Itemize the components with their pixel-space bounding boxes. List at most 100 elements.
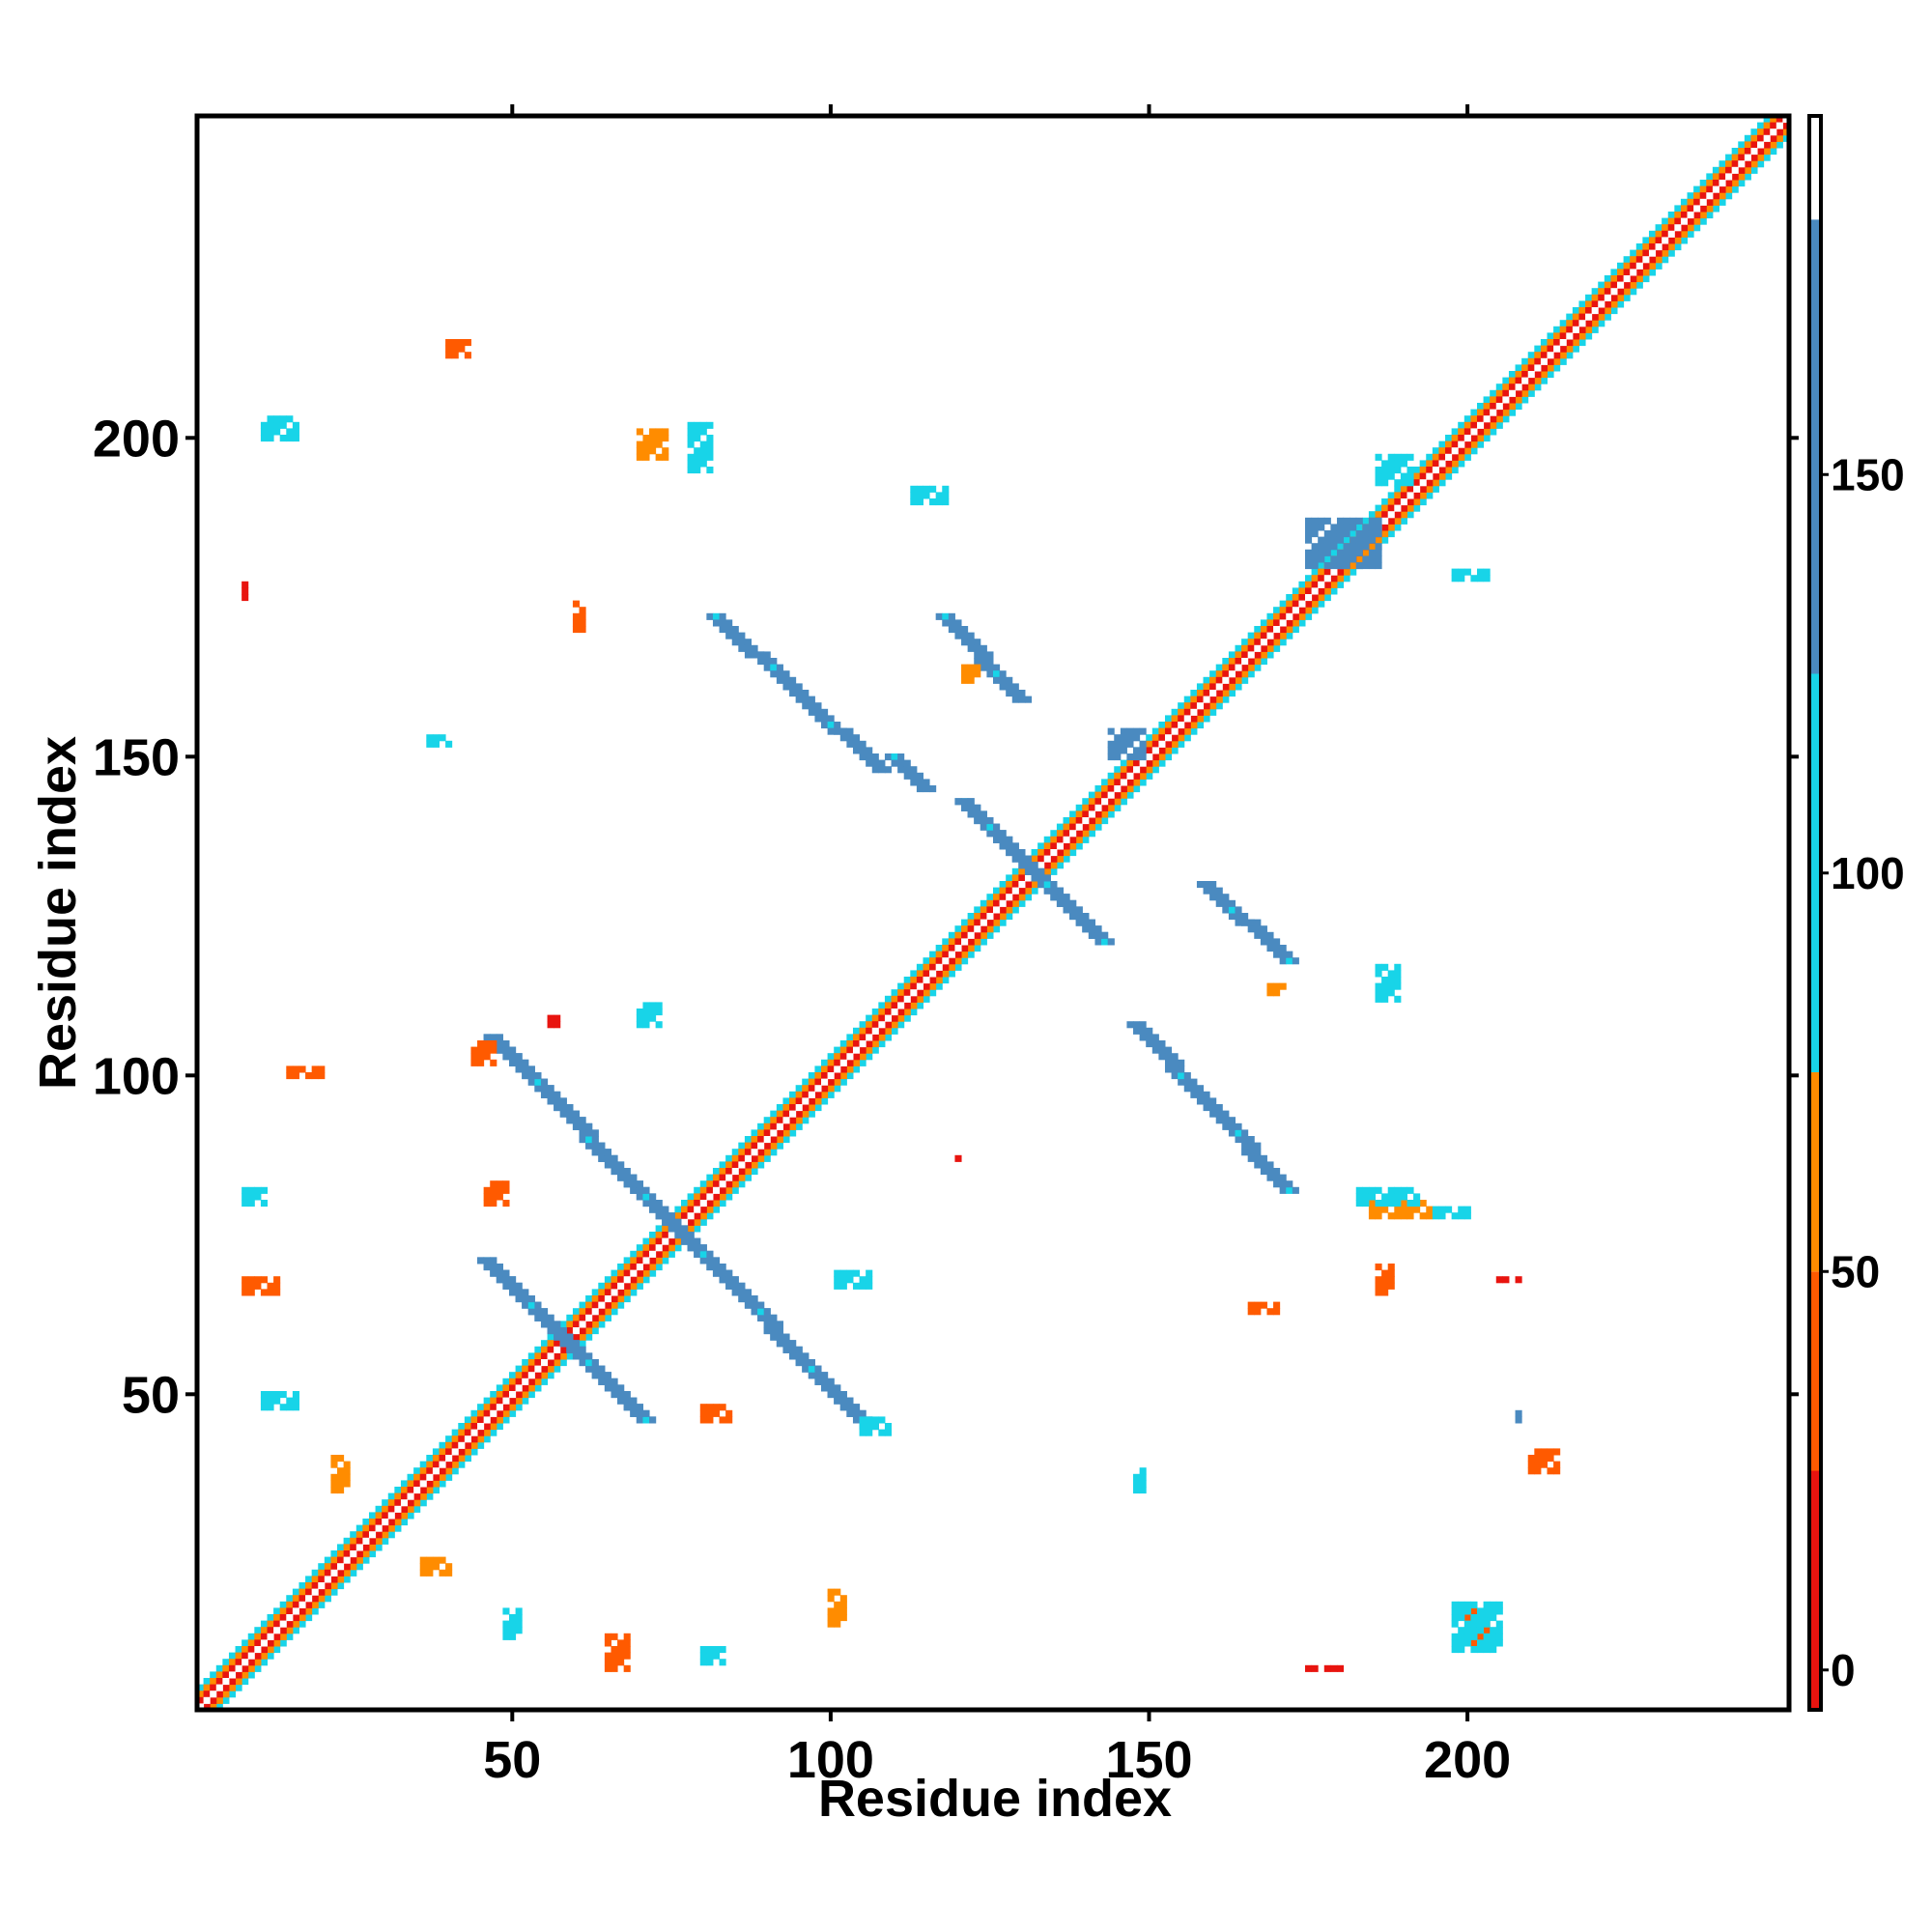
contact-cluster-cell — [1463, 1206, 1471, 1213]
contact-cluster-cell — [827, 1595, 835, 1603]
diagonal-cell — [470, 1423, 478, 1431]
diagonal-cell — [712, 1206, 721, 1213]
contact-cluster-cell — [866, 1423, 873, 1431]
diagonal-cell — [1757, 122, 1765, 129]
strand-contact-cell — [1203, 881, 1210, 889]
contact-cluster-cell — [1451, 568, 1459, 576]
contact-cluster-cell — [1323, 549, 1331, 556]
contact-cluster-cell — [699, 1404, 707, 1411]
strand-contact-cell — [694, 1244, 701, 1252]
diagonal-cell — [795, 1091, 803, 1098]
diagonal-cell — [554, 1359, 561, 1367]
diagonal-cell — [1298, 581, 1306, 588]
diagonal-cell — [1566, 339, 1574, 347]
diagonal-cell — [1776, 141, 1783, 149]
diagonal-cell — [451, 1461, 459, 1468]
diagonal-cell — [1712, 205, 1719, 213]
strand-contact-cell — [802, 690, 810, 697]
diagonal-cell — [387, 1505, 395, 1513]
diagonal-cell — [260, 1620, 269, 1628]
diagonal-cell — [559, 1352, 567, 1360]
diagonal-cell — [368, 1519, 377, 1526]
strand-contact-cell — [674, 1225, 682, 1233]
y-tick-label: 100 — [93, 1047, 180, 1105]
diagonal-cell — [929, 957, 937, 965]
contact-cluster-cell — [1483, 1639, 1491, 1647]
contact-cluster-cell — [426, 1556, 434, 1564]
diagonal-cell — [839, 1046, 847, 1054]
strand-contact-cell — [1018, 690, 1026, 697]
diagonal-cell — [1146, 759, 1153, 767]
diagonal-cell — [1235, 683, 1242, 691]
diagonal-cell — [1451, 435, 1459, 442]
strand-contact-cell — [744, 644, 753, 652]
diagonal-cell — [1139, 759, 1147, 767]
diagonal-cell — [1476, 415, 1485, 423]
strand-contact-cell — [859, 740, 867, 748]
contact-cluster-cell — [662, 447, 669, 455]
diagonal-cell — [1693, 198, 1701, 206]
diagonal-cell — [795, 1085, 803, 1093]
strand-contact-cell — [974, 651, 981, 659]
contact-cluster-cell — [254, 1276, 262, 1284]
diagonal-cell — [1687, 198, 1694, 206]
diagonal-cell — [1006, 881, 1013, 889]
diagonal-cell — [1623, 294, 1631, 301]
diagonal-cell — [1591, 300, 1599, 308]
diagonal-cell — [1445, 472, 1453, 480]
diagonal-cell — [1776, 134, 1783, 142]
strand-contact-cell — [852, 747, 861, 754]
strand-contact-cell — [1158, 1046, 1166, 1054]
strand-contact-cell — [579, 1136, 586, 1144]
contact-cluster-cell — [509, 1633, 517, 1640]
diagonal-cell — [1566, 320, 1574, 327]
diagonal-cell — [993, 913, 1001, 921]
diagonal-cell — [235, 1659, 242, 1666]
diagonal-cell — [1158, 722, 1166, 729]
diagonal-cell — [630, 1250, 638, 1258]
diagonal-cell — [795, 1122, 803, 1130]
diagonal-cell — [814, 1078, 822, 1086]
colorbar-tick-label: 150 — [1831, 449, 1905, 499]
diagonal-cell — [1693, 192, 1701, 200]
strand-contact-cell — [980, 658, 987, 666]
diagonal-cell — [923, 963, 930, 971]
contact-cluster-cell — [636, 453, 643, 461]
diagonal-cell — [662, 1244, 669, 1252]
diagonal-cell — [834, 1078, 841, 1086]
strand-contact-cell — [611, 1384, 618, 1392]
diagonal-cell — [1254, 664, 1262, 671]
strand-contact-cell — [1151, 1046, 1159, 1054]
diagonal-cell — [1260, 632, 1267, 639]
diagonal-cell — [407, 1492, 414, 1500]
strand-contact-cell — [1094, 931, 1102, 939]
diagonal-cell — [375, 1544, 383, 1551]
contact-cluster-cell — [1534, 1467, 1542, 1475]
strand-contact-cell — [540, 1078, 549, 1086]
diagonal-cell — [1114, 798, 1122, 806]
diagonal-cell — [400, 1519, 409, 1526]
strand-contact-cell — [859, 753, 867, 761]
diagonal-cell — [1515, 396, 1522, 404]
strand-contact-cell — [559, 1110, 567, 1118]
contact-cluster-cell — [712, 1652, 721, 1660]
strand-contact-cell — [483, 1034, 491, 1041]
diagonal-cell — [1050, 830, 1058, 838]
diagonal-cell — [228, 1671, 237, 1679]
diagonal-cell — [942, 951, 950, 958]
contact-cluster-cell — [1394, 460, 1402, 468]
contact-cluster-cell — [1336, 562, 1345, 570]
strand-contact-cell — [1075, 906, 1083, 914]
diagonal-cell — [394, 1492, 402, 1500]
diagonal-cell — [808, 1091, 815, 1098]
strand-contact-cell — [1215, 887, 1223, 895]
strand-contact-cell — [630, 1397, 638, 1405]
diagonal-cell — [1050, 842, 1058, 850]
contact-cluster-cell — [687, 453, 695, 461]
diagonal-cell — [1438, 447, 1446, 455]
contact-cluster-cell — [1336, 549, 1345, 556]
diagonal-cell — [445, 1467, 453, 1475]
contact-cluster-cell — [1387, 1212, 1395, 1220]
diagonal-cell — [382, 1499, 389, 1507]
strand-contact-cell — [1228, 913, 1236, 921]
